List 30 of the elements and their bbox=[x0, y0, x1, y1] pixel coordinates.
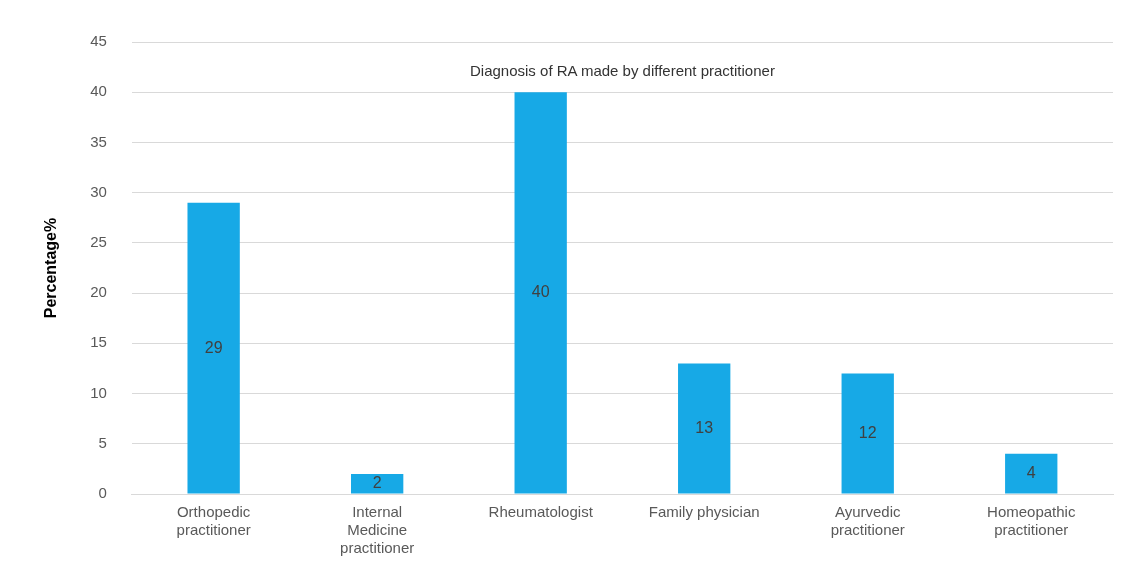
x-tick-label: Ayurvedic practitioner bbox=[830, 503, 905, 539]
data-label: 29 bbox=[204, 338, 223, 356]
y-tick-label: 25 bbox=[90, 233, 107, 251]
x-tick-label: Homeopathic practitioner bbox=[987, 503, 1076, 539]
data-label: 40 bbox=[531, 283, 550, 301]
y-tick-label: 30 bbox=[90, 182, 107, 200]
bar bbox=[351, 473, 404, 494]
x-tick-label: Orthopedic practitioner bbox=[176, 503, 251, 539]
y-tick-label: 35 bbox=[90, 132, 107, 150]
y-axis-title: Percentage% bbox=[42, 217, 60, 319]
bar bbox=[187, 202, 240, 494]
y-tick-label: 20 bbox=[90, 283, 107, 301]
data-label: 13 bbox=[695, 418, 714, 436]
x-tick-label: Internal Medicine practitioner bbox=[340, 503, 415, 557]
y-tick-label: 15 bbox=[90, 333, 107, 351]
y-tick-label: 40 bbox=[90, 82, 107, 100]
bar bbox=[1005, 453, 1058, 494]
y-tick-label: 0 bbox=[98, 484, 107, 502]
data-label: 2 bbox=[372, 474, 382, 492]
bar bbox=[841, 373, 894, 494]
bar bbox=[678, 363, 731, 494]
x-tick-label: Family physician bbox=[648, 503, 760, 521]
data-label: 4 bbox=[1026, 464, 1036, 482]
bar bbox=[514, 92, 567, 494]
y-tick-label: 45 bbox=[90, 32, 107, 50]
y-tick-label: 5 bbox=[98, 433, 107, 451]
data-label: 12 bbox=[858, 423, 877, 441]
y-tick-label: 10 bbox=[90, 383, 107, 401]
text: Diagnosis of RA made by different practitioner bbox=[470, 62, 775, 80]
x-tick-label: Rheumatologist bbox=[488, 503, 594, 521]
